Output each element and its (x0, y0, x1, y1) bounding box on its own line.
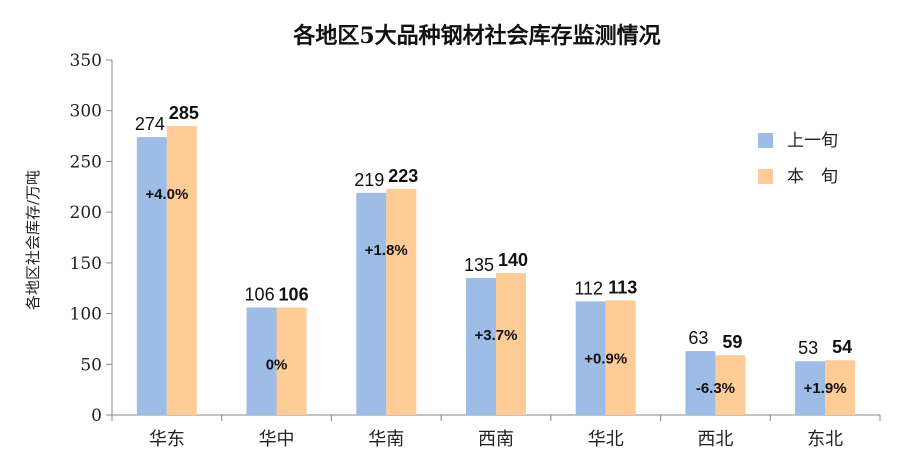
data-label-prev: 106 (245, 284, 275, 304)
data-label-curr: 223 (388, 166, 418, 186)
bar-curr (276, 307, 307, 415)
x-tick-label: 东北 (807, 429, 843, 450)
y-tick-label: 300 (70, 102, 102, 122)
chart-title: 各地区5大品种钢材社会库存监测情况 (292, 23, 660, 49)
bar-curr (496, 273, 526, 415)
legend-swatch (758, 169, 773, 184)
bar-prev (795, 361, 826, 415)
y-tick-label: 200 (70, 203, 102, 223)
data-label-prev: 53 (798, 338, 818, 358)
data-label-prev: 63 (688, 328, 708, 348)
bar-curr (166, 125, 197, 415)
change-label: -6.3% (696, 380, 735, 397)
bar-group (136, 125, 856, 416)
y-axis-label: 各地区社会库存/万吨 (24, 170, 42, 310)
data-label-curr: 106 (279, 284, 309, 304)
data-label-prev: 219 (354, 170, 384, 190)
legend-label: 上一旬 (787, 131, 838, 151)
bar-curr (605, 300, 636, 415)
data-label-curr: 113 (608, 277, 637, 297)
change-label: +3.7% (475, 327, 518, 344)
legend-swatch (758, 133, 773, 148)
y-axis-ticks: 0 50 100 150 200 250 300 350 (70, 51, 112, 426)
x-tick-label: 西南 (478, 429, 514, 450)
bar-prev (136, 137, 167, 416)
bar-prev (466, 278, 496, 415)
bar-prev (246, 307, 277, 415)
x-tick-label: 华东 (149, 429, 185, 450)
data-label-prev: 274 (135, 114, 165, 134)
legend-label: 本 旬 (787, 167, 838, 187)
x-tick-label: 西北 (697, 429, 733, 450)
y-tick-label: 100 (70, 305, 102, 325)
data-label-curr: 54 (832, 337, 852, 357)
y-tick-label: 50 (80, 355, 102, 375)
data-label-curr: 59 (722, 332, 742, 352)
change-label: +4.0% (145, 186, 188, 203)
bar-prev (575, 301, 606, 415)
x-tick-label: 华北 (588, 429, 624, 450)
bar-prev (685, 351, 716, 415)
x-axis-ticks: 华东 华中 华南 西南 华北 西北 东北 (111, 415, 881, 450)
change-label: 0% (266, 356, 288, 373)
data-label-prev: 135 (464, 255, 494, 275)
y-tick-label: 350 (70, 51, 102, 71)
bar-curr (715, 355, 746, 415)
change-label: +0.9% (584, 350, 627, 367)
x-tick-label: 华南 (368, 429, 404, 450)
bar-curr (386, 188, 417, 415)
data-label-curr: 140 (498, 250, 528, 270)
change-label: +1.8% (365, 242, 408, 259)
change-label: +1.9% (804, 380, 847, 397)
data-label-curr: 285 (169, 103, 199, 123)
x-tick-label: 华中 (259, 429, 295, 450)
y-tick-label: 0 (91, 406, 102, 426)
y-tick-label: 150 (70, 254, 102, 274)
bar-prev (356, 192, 387, 415)
data-label-prev: 112 (574, 278, 603, 298)
y-tick-label: 250 (70, 152, 102, 172)
bar-curr (825, 360, 856, 415)
